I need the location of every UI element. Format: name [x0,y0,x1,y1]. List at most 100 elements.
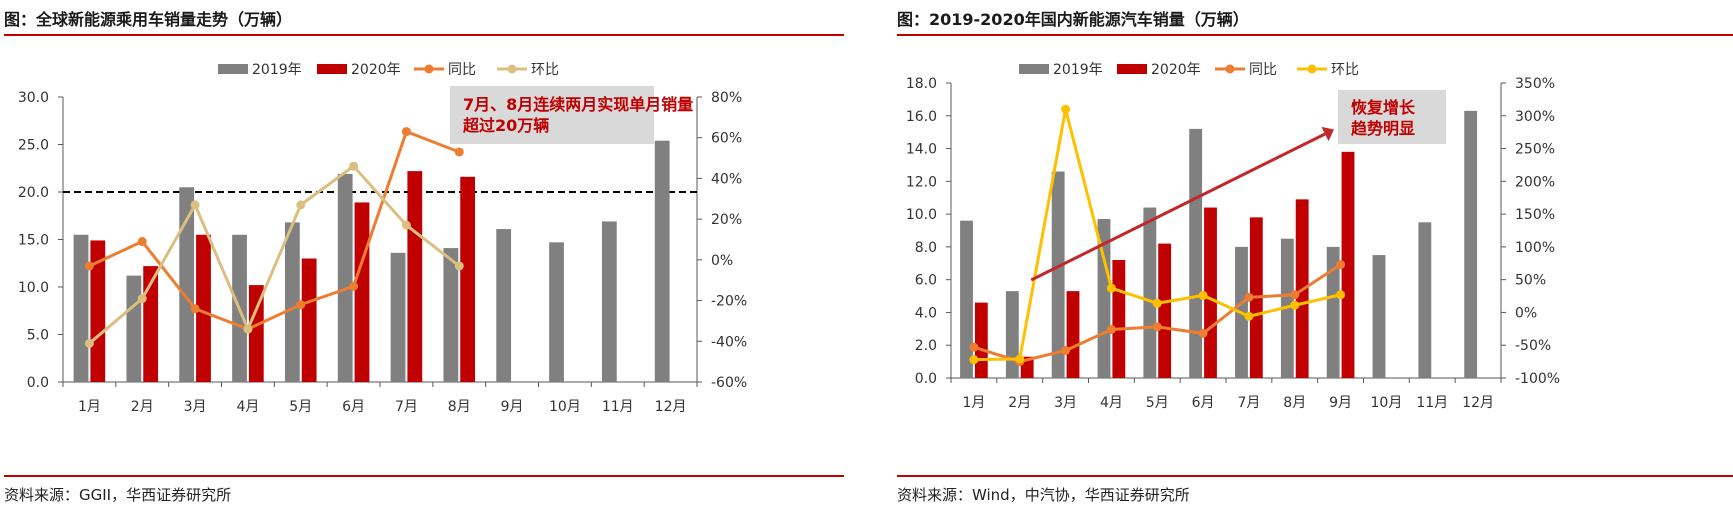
mom-point [296,200,306,210]
yoy-point [1152,322,1162,332]
bar-2019 [1143,207,1157,378]
right-chart-panel: 图：2019-2020年国内新能源汽车销量（万辆） 0.0 2.0 4.0 6.0 8.… [893,0,1733,511]
trend-arrow-head [1321,126,1334,142]
x-tick-label: 9月 [501,399,524,415]
bar-2020 [460,176,476,382]
mom-point [454,261,464,271]
left-tick-label: 0.0 [915,371,937,387]
yoy-point [296,300,306,310]
x-tick-label: 1月 [78,399,101,415]
x-tick-label: 12月 [1462,395,1494,411]
bar-2020 [143,266,159,382]
mom-point [1244,311,1254,321]
left-tick-label: 8.0 [915,240,937,256]
legend-swatch-2020 [1117,64,1147,74]
x-tick-label: 1月 [962,395,985,411]
annotation-text: 超过20万辆 [462,116,549,135]
annotation-box [1338,90,1446,144]
annotation-text: 恢复增长 [1351,98,1416,117]
bar-2019 [390,252,406,382]
bar-2019 [73,234,89,382]
right-tick-label: 60% [711,131,742,147]
right-tick-label: -20% [711,294,747,310]
legend-label: 2019年 [1053,62,1103,78]
right-tick-label: 250% [1515,142,1555,158]
bar-2019 [549,242,564,382]
right-tick-label: -40% [711,334,747,350]
left-tick-label: 5.0 [27,328,49,344]
yoy-point [190,304,200,314]
bar-2020 [196,234,211,382]
annotation-text: 7月、8月连续两月实现单月销量 [463,95,693,114]
right-tick-label: 100% [1515,240,1555,256]
mom-point [1152,298,1162,308]
legend-label: 环比 [531,62,559,78]
x-tick-label: 3月 [1054,395,1077,411]
x-tick-label: 11月 [602,399,634,415]
yoy-point [1336,260,1346,270]
legend-swatch-2019 [1019,64,1049,74]
legend-marker-yoy [1225,64,1235,74]
left-tick-label: 0.0 [27,375,49,391]
bar-2019 [960,220,973,378]
x-tick-label: 4月 [236,399,259,415]
bar-2019 [1464,110,1478,378]
right-tick-label: 300% [1515,109,1555,125]
mom-point [1106,283,1116,293]
chart-title: 图：全球新能源乘用车销量走势（万辆） [4,10,293,29]
left-tick-label: 14.0 [906,142,937,158]
bar-2020 [1158,243,1172,378]
bar-2019 [443,248,459,382]
mom-point [1015,354,1025,364]
mom-point [1290,300,1300,310]
x-tick-label: 8月 [1283,395,1306,411]
legend-label: 2020年 [1151,62,1201,78]
bar-2019 [337,173,353,382]
bar-2020 [1112,260,1126,378]
legend-label: 2019年 [252,62,302,78]
china-nev-sales-chart: 0.0 2.0 4.0 6.0 8.0 10.0 12.0 14.0 16.0 18.0 -100%… [906,62,1560,411]
bar-2020 [354,202,370,382]
x-tick-label: 4月 [1100,395,1123,411]
yoy-point [1290,290,1300,300]
x-tick-label: 10月 [549,399,581,415]
legend-label: 环比 [1331,62,1359,78]
legend-swatch-2020 [317,64,347,74]
bar-2019 [1372,255,1386,378]
right-tick-label: 0% [711,253,733,269]
right-tick-label: 80% [711,90,742,106]
x-tick-label: 9月 [1329,395,1352,411]
left-chart-panel: 图：全球新能源乘用车销量走势（万辆） 0.0 5.0 10.0 15.0 20.0 25.… [0,0,845,511]
annotation-text: 趋势明显 [1351,119,1415,138]
legend-marker-mom [507,64,517,74]
left-tick-label: 30.0 [18,90,49,106]
bar-2019 [1189,128,1203,378]
bar-2020 [1066,291,1080,378]
yoy-point [1244,292,1254,302]
mom-point [84,338,94,348]
bar-2019 [1326,246,1340,378]
x-tick-label: 3月 [184,399,207,415]
right-tick-label: -60% [711,375,747,391]
yoy-point [969,342,979,352]
mom-point [137,294,147,304]
legend-swatch-2019 [218,64,248,74]
source-rule [4,475,844,477]
yoy-point [401,127,411,137]
bar-2019 [1051,171,1065,378]
bar-2019 [179,187,195,382]
yoy-point [454,147,464,157]
source-note: 资料来源：Wind，中汽协，华西证券研究所 [897,486,1190,504]
x-tick-label: 10月 [1371,395,1403,411]
yoy-point [349,281,359,291]
yoy-point [84,261,94,271]
bar-2019 [654,140,670,382]
global-nev-sales-chart: 0.0 5.0 10.0 15.0 20.0 25.0 30.0 -60% -40% -20% 0%… [18,62,747,415]
mom-point [349,161,359,171]
left-tick-label: 25.0 [18,138,49,154]
bar-2019 [1418,222,1432,378]
x-tick-label: 2月 [1008,395,1031,411]
yoy-point [137,237,147,247]
mom-point [401,220,411,230]
legend-label: 同比 [448,62,476,78]
